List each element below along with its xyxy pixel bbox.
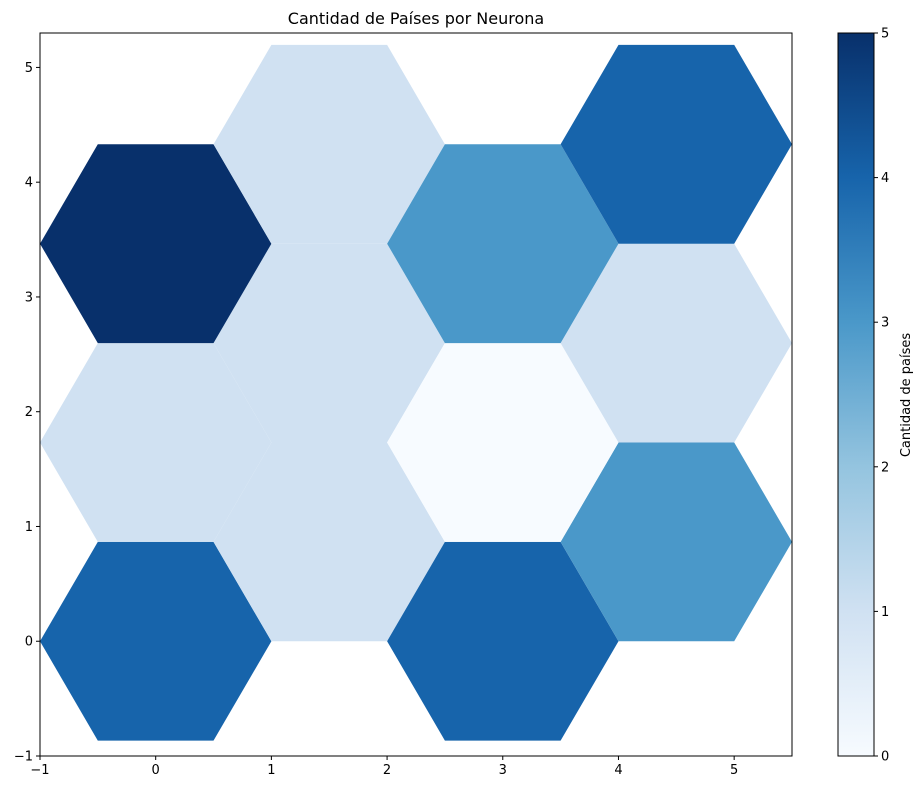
colorbar-label: Cantidad de países [899,333,914,458]
hex-cell-3 [560,442,792,642]
x-tick-label: 5 [730,763,738,778]
plot-frame [39,32,793,757]
colorbar-tick-label: 0 [881,750,889,765]
y-tick-label: 3 [25,290,33,305]
colorbar-tick-label: 5 [881,27,889,42]
x-tick-label: 3 [499,763,507,778]
colorbar-tick-label: 2 [881,460,889,475]
colorbar-axis: 0 1 2 3 4 5 [874,27,889,765]
x-tick-label: −1 [30,763,49,778]
hex-cell-10 [387,144,619,344]
hex-cell-0 [40,541,272,741]
hex-cell-9 [213,44,445,244]
hex-cell-5 [213,243,445,443]
y-tick-label: 4 [25,176,33,191]
y-tick-label: 1 [25,520,33,535]
x-tick-label: 2 [383,763,391,778]
x-axis: −1 0 1 2 3 4 5 [30,756,738,778]
y-tick-label: 5 [25,61,33,76]
y-tick-label: −1 [14,750,33,765]
hex-cell-7 [560,243,792,443]
hex-cell-11 [560,44,792,244]
colorbar-tick-label: 3 [881,316,889,331]
y-tick-label: 2 [25,405,33,420]
chart-title: Cantidad de Países por Neurona [288,9,544,28]
x-tick-label: 4 [614,763,622,778]
hex-cell-2 [387,541,619,741]
colorbar-tick-label: 1 [881,605,889,620]
colorbar-tick-label: 4 [881,171,889,186]
hex-cell-1 [213,442,445,642]
colorbar [838,33,874,756]
y-axis: −1 0 1 2 3 4 5 [14,61,40,765]
x-tick-label: 0 [152,763,160,778]
hex-cell-4 [40,343,272,542]
hex-cell-8 [40,144,272,344]
colorbar-frame [837,32,875,757]
hex-cell-6 [387,343,619,542]
x-tick-label: 1 [267,763,275,778]
y-tick-label: 0 [25,635,33,650]
hex-cells [40,44,792,741]
